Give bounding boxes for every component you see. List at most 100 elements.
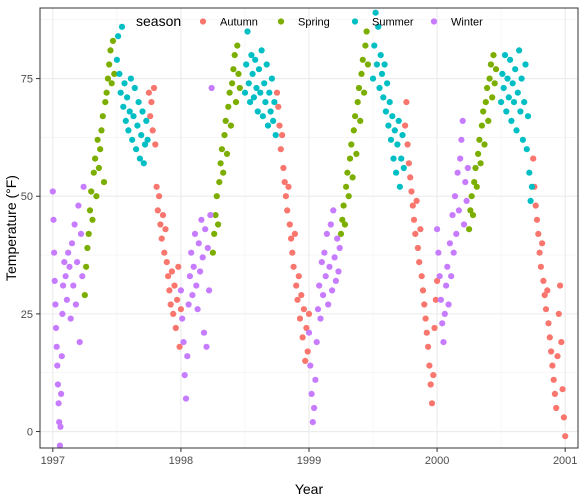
- point-spring: [466, 226, 473, 233]
- point-summer: [378, 70, 386, 77]
- point-summer: [144, 136, 151, 143]
- point-summer: [524, 113, 532, 120]
- legend-label-autumn: Autumn: [220, 17, 258, 29]
- point-autumn: [402, 122, 409, 129]
- point-spring: [215, 221, 222, 228]
- point-autumn: [557, 282, 564, 289]
- point-winter: [316, 282, 323, 289]
- point-autumn: [294, 296, 301, 303]
- point-summer: [125, 127, 132, 134]
- point-autumn: [177, 306, 184, 313]
- point-summer: [130, 113, 137, 120]
- series-winter: [49, 84, 471, 449]
- point-winter: [318, 259, 325, 266]
- point-summer: [141, 141, 149, 148]
- point-summer: [248, 52, 255, 59]
- point-autumn: [293, 282, 300, 289]
- point-summer: [117, 89, 124, 96]
- point-autumn: [291, 230, 298, 237]
- point-winter: [460, 221, 468, 228]
- point-summer: [369, 75, 377, 82]
- point-winter: [335, 268, 342, 275]
- point-spring: [340, 202, 347, 209]
- point-autumn: [158, 235, 165, 242]
- point-summer: [270, 117, 277, 124]
- point-summer: [138, 132, 145, 139]
- point-spring: [88, 188, 95, 195]
- point-autumn: [560, 414, 568, 421]
- point-summer: [399, 132, 406, 139]
- point-winter: [56, 442, 64, 449]
- point-summer: [517, 108, 524, 115]
- point-autumn: [431, 324, 438, 332]
- point-winter: [203, 343, 210, 350]
- point-spring: [349, 174, 356, 181]
- point-winter: [53, 343, 60, 350]
- point-spring: [235, 70, 242, 77]
- point-summer: [499, 70, 506, 77]
- point-autumn: [300, 306, 307, 313]
- point-winter: [443, 282, 450, 289]
- point-winter: [72, 301, 79, 308]
- point-winter: [332, 277, 339, 284]
- data-points: [49, 9, 569, 449]
- point-autumn: [562, 433, 569, 440]
- point-spring: [92, 155, 99, 162]
- point-spring: [489, 94, 496, 101]
- point-summer: [507, 56, 514, 63]
- point-winter: [77, 230, 85, 237]
- point-winter: [463, 197, 470, 204]
- point-autumn: [285, 183, 292, 190]
- point-winter: [445, 301, 452, 308]
- point-winter: [52, 301, 59, 308]
- point-spring: [482, 99, 489, 106]
- point-spring: [234, 42, 241, 49]
- point-autumn: [159, 212, 167, 219]
- point-winter: [49, 188, 56, 195]
- point-autumn: [432, 296, 439, 303]
- point-autumn: [167, 301, 174, 308]
- point-autumn: [172, 324, 179, 332]
- point-spring: [102, 99, 109, 106]
- point-winter: [60, 282, 67, 289]
- point-spring: [473, 183, 480, 190]
- point-autumn: [546, 334, 553, 341]
- point-autumn: [277, 146, 284, 153]
- point-autumn: [304, 348, 311, 355]
- point-autumn: [414, 244, 421, 252]
- point-autumn: [422, 315, 429, 322]
- point-summer: [396, 183, 403, 190]
- point-spring: [222, 117, 229, 124]
- point-winter: [334, 235, 341, 242]
- point-winter: [61, 259, 68, 266]
- legend-key-summer: [351, 18, 359, 25]
- point-winter: [317, 315, 324, 322]
- point-spring: [469, 212, 477, 219]
- point-autumn: [288, 235, 295, 242]
- point-winter: [313, 339, 320, 346]
- legend-label-winter: Winter: [451, 17, 483, 29]
- point-spring: [467, 207, 474, 214]
- point-summer: [391, 127, 398, 134]
- point-spring: [346, 155, 354, 162]
- point-spring: [106, 61, 113, 68]
- point-autumn: [540, 277, 547, 284]
- point-autumn: [404, 141, 411, 148]
- point-autumn: [145, 89, 152, 96]
- point-autumn: [299, 334, 306, 341]
- point-spring: [354, 99, 361, 106]
- point-winter: [204, 244, 211, 252]
- point-summer: [257, 89, 264, 96]
- point-winter: [179, 315, 186, 322]
- point-summer: [113, 56, 120, 63]
- point-summer: [372, 9, 379, 16]
- point-spring: [97, 146, 104, 153]
- point-spring: [475, 150, 482, 157]
- point-autumn: [149, 127, 156, 134]
- point-autumn: [539, 240, 546, 247]
- point-spring: [487, 61, 494, 68]
- point-winter: [202, 226, 209, 233]
- point-spring: [213, 193, 220, 200]
- point-spring: [339, 216, 346, 223]
- point-winter: [188, 249, 195, 256]
